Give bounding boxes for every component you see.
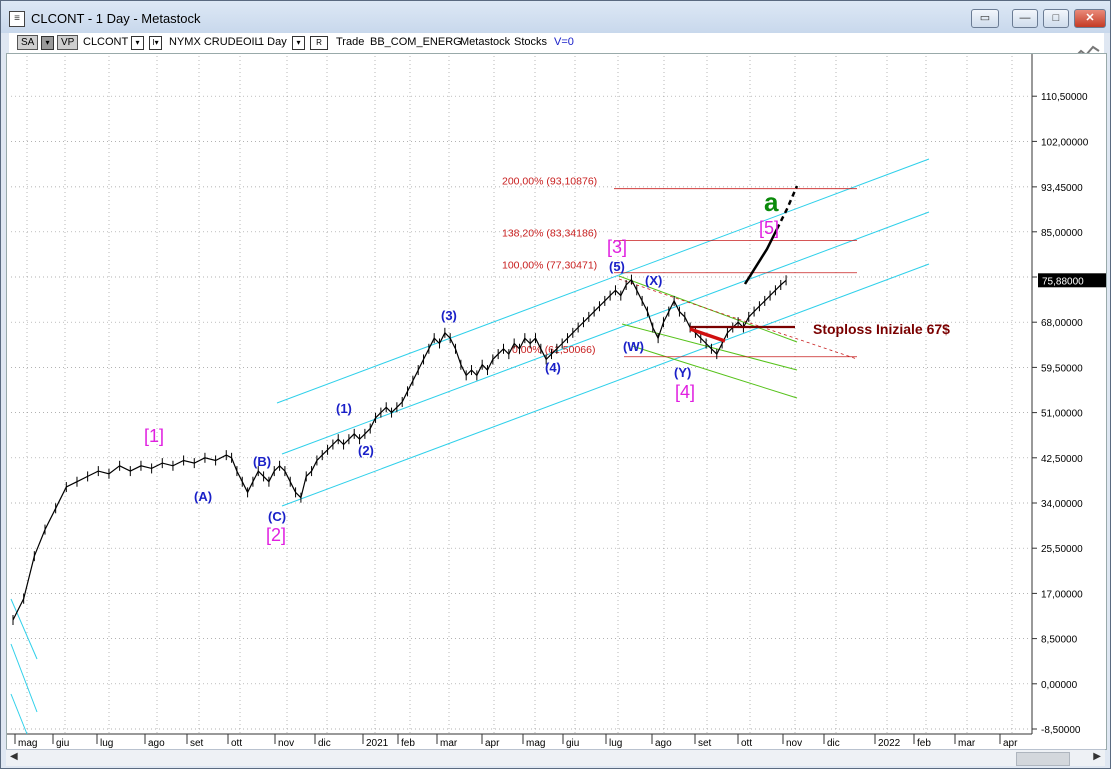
maximize-button[interactable]: □ <box>1043 9 1069 28</box>
x-tick-label: feb <box>917 738 931 749</box>
x-tick-label: mar <box>958 738 976 749</box>
last-price-label: 75,88000 <box>1042 276 1084 287</box>
price-chart[interactable]: 110,50000102,0000093,4500085,0000076,500… <box>7 54 1106 749</box>
y-tick-label: 17,00000 <box>1041 589 1083 600</box>
x-tick-label: ott <box>231 738 242 749</box>
fib-level-label: 138,20% (83,34186) <box>502 228 597 240</box>
wave-label: a <box>764 187 779 217</box>
x-tick-label: giu <box>566 738 579 749</box>
indicator-label: BB_COM_ENERG <box>370 36 462 48</box>
x-tick-label: dic <box>827 738 840 749</box>
y-tick-label: 85,00000 <box>1041 228 1083 239</box>
x-tick-label: ago <box>655 738 672 749</box>
fib-level-label: 0,00% (61,50066) <box>512 344 595 356</box>
wave-label: [2] <box>266 525 286 545</box>
scrollbar-thumb[interactable] <box>1016 752 1070 766</box>
x-tick-label: 2022 <box>878 738 901 749</box>
trade-label[interactable]: Trade <box>336 36 364 48</box>
close-button[interactable]: ✕ <box>1074 9 1106 28</box>
x-tick-label: giu <box>56 738 69 749</box>
x-tick-label: nov <box>786 738 802 749</box>
wave-label: [5] <box>759 218 779 238</box>
y-tick-label: 51,00000 <box>1041 409 1083 420</box>
wave-label: [3] <box>607 237 627 257</box>
x-tick-label: lug <box>609 738 622 749</box>
r-label: R <box>316 38 322 47</box>
fib-level-label: 200,00% (93,10876) <box>502 176 597 188</box>
y-axis-area <box>1032 54 1106 734</box>
x-tick-label: 2021 <box>366 738 389 749</box>
fib-level-label: 100,00% (77,30471) <box>502 260 597 272</box>
price-series-line <box>13 280 786 620</box>
x-tick-label: lug <box>100 738 113 749</box>
x-tick-label: mag <box>526 738 545 749</box>
correction-channel-line <box>632 346 797 398</box>
y-tick-label: 102,00000 <box>1041 137 1089 148</box>
wave-label: (A) <box>194 489 212 504</box>
wave-label: (B) <box>253 454 271 469</box>
x-tick-label: apr <box>1003 738 1018 749</box>
stoploss-label: Stoploss Iniziale 67$ <box>813 321 950 337</box>
restore-chart-button[interactable]: ▭ <box>971 9 999 28</box>
y-tick-label: 8,50000 <box>1041 635 1078 646</box>
period-dropdown[interactable]: ▾ <box>292 36 305 50</box>
window-title: CLCONT - 1 Day - Metastock <box>31 11 201 26</box>
minimize-button[interactable]: — <box>1012 9 1038 28</box>
x-tick-label: dic <box>318 738 331 749</box>
x-tick-label: mar <box>440 738 458 749</box>
sa-dropdown[interactable]: ▾ <box>41 36 54 50</box>
wave-label: (W) <box>623 339 644 354</box>
symbol-dropdown[interactable]: ▾ <box>131 36 144 50</box>
chart-panel[interactable]: 110,50000102,0000093,4500085,0000076,500… <box>6 53 1107 750</box>
chart-menu-dropdown[interactable]: I▾ <box>149 36 162 50</box>
wave-label: (Y) <box>674 365 691 380</box>
y-tick-label: 34,00000 <box>1041 499 1083 510</box>
y-tick-label: 110,50000 <box>1041 92 1088 103</box>
x-tick-label: ago <box>148 738 165 749</box>
x-tick-label: ott <box>741 738 752 749</box>
trend-channel-line <box>11 599 37 659</box>
wave-label: (5) <box>609 259 625 274</box>
wave-label: (X) <box>645 273 662 288</box>
x-tick-label: nov <box>278 738 294 749</box>
scroll-left-arrow-icon[interactable]: ◀ <box>10 751 18 762</box>
wave-label: (2) <box>358 443 374 458</box>
x-tick-label: set <box>190 738 204 749</box>
app-icon: ≡ <box>9 11 25 27</box>
source-label: Metastock <box>460 36 510 48</box>
x-tick-label: mag <box>18 738 37 749</box>
y-tick-label: 0,00000 <box>1041 680 1078 691</box>
wave-label: [4] <box>675 382 695 402</box>
trend-channel-line <box>11 694 27 734</box>
scroll-right-arrow-icon[interactable]: ▶ <box>1093 751 1101 762</box>
period-label: 1 Day <box>258 36 287 48</box>
description-label: NYMX CRUDEOIL <box>169 36 261 48</box>
wave-label: (3) <box>441 308 457 323</box>
volume-label: V=0 <box>554 36 574 48</box>
wave-label: (C) <box>268 509 286 524</box>
x-tick-label: feb <box>401 738 415 749</box>
y-tick-label: -8,50000 <box>1041 725 1081 736</box>
x-tick-label: set <box>698 738 712 749</box>
symbol-label: CLCONT <box>83 36 128 48</box>
title-bar[interactable]: ≡ CLCONT - 1 Day - Metastock ▭ — □ ✕ <box>1 1 1110 33</box>
category-label: Stocks <box>514 36 547 48</box>
vp-button[interactable]: VP <box>57 35 78 50</box>
wave-label: (4) <box>545 360 561 375</box>
trend-channel-line <box>11 644 37 712</box>
horizontal-scrollbar[interactable]: ◀ ▶ <box>6 749 1105 766</box>
y-tick-label: 93,45000 <box>1041 183 1083 194</box>
y-tick-label: 25,50000 <box>1041 544 1083 555</box>
y-tick-label: 42,50000 <box>1041 454 1083 465</box>
y-tick-label: 59,50000 <box>1041 363 1083 374</box>
y-tick-label: 68,00000 <box>1041 318 1083 329</box>
wave-label: [1] <box>144 426 164 446</box>
r-button[interactable]: R <box>310 36 328 50</box>
chart-toolbar: SA ▾ VP CLCONT ▾ I▾ NYMX CRUDEOIL 1 Day … <box>9 33 1104 53</box>
projection-dashed-line <box>777 186 797 229</box>
wave-label: (1) <box>336 401 352 416</box>
sa-button[interactable]: SA <box>17 35 38 50</box>
x-tick-label: apr <box>485 738 500 749</box>
